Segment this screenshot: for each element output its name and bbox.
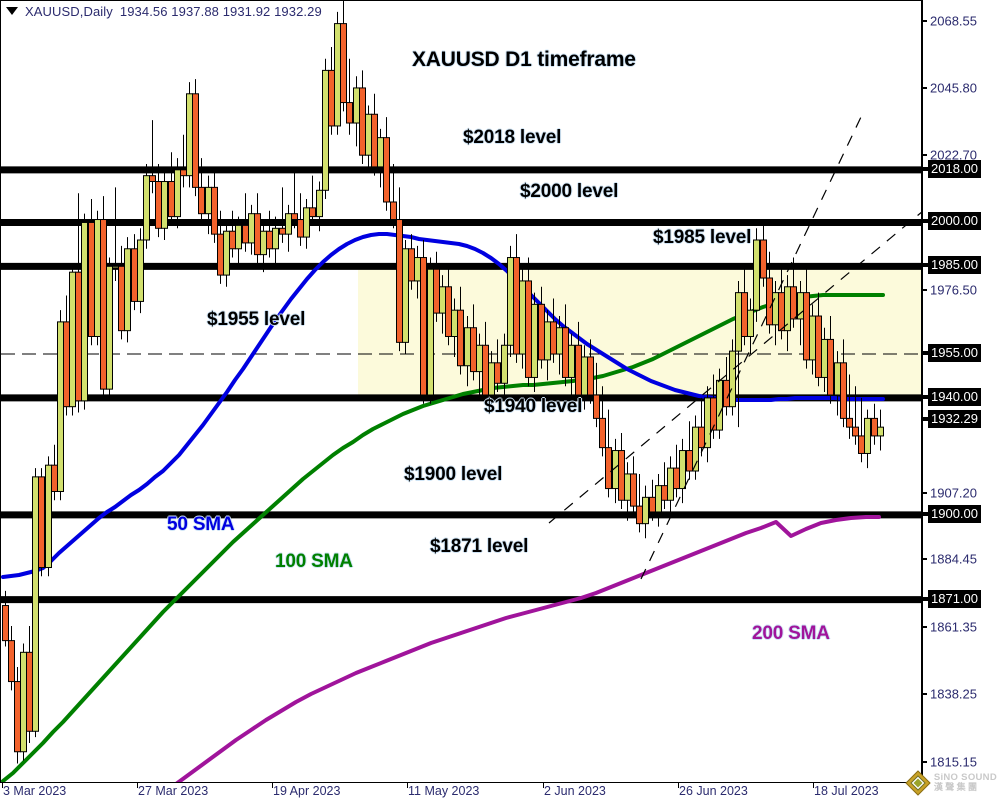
price-axis[interactable]: 2068.55 2045.80 2022.70 2018.00 2000.00 1985.… (922, 0, 1000, 783)
time-tick-mark (543, 783, 544, 788)
watermark-logo: SiNO SOUND 漢聲集團 (905, 768, 997, 798)
price-label-2068-55: 2068.55 (930, 13, 977, 29)
price-label-1900-00: 1900.00 (928, 504, 981, 523)
annotation-2000-level: $2000 level (520, 181, 619, 202)
time-label-11-may-2023: 11 May 2023 (408, 784, 480, 798)
time-tick-mark (407, 783, 408, 788)
price-tick-mark (922, 263, 1000, 268)
annotation-1955-level: $1955 level (207, 309, 306, 330)
price-tick-mark (922, 351, 1000, 356)
price-axis-divider (922, 0, 923, 783)
price-tick-mark (922, 154, 1000, 157)
annotation-50-sma: 50 SMA (167, 514, 235, 535)
annotation-xauusd-d1-timeframe: XAUUSD D1 timeframe (412, 48, 636, 71)
annotation-1940-level: $1940 level (484, 396, 583, 417)
chart-canvas (1, 1, 921, 782)
price-tick-mark (922, 491, 1000, 494)
trendline-channel (548, 116, 921, 580)
annotation-1985-level: $1985 level (653, 227, 752, 248)
time-label-3-mar-2023: 3 Mar 2023 (3, 784, 67, 798)
chart-header: XAUUSD,Daily 1934.56 1937.88 1931.92 193… (6, 3, 322, 19)
price-tick-mark (922, 394, 1000, 399)
price-tick-mark (922, 86, 1000, 89)
watermark-line-1: SiNO SOUND (933, 772, 997, 784)
price-label-2022-70: 2022.70 (930, 147, 977, 163)
annotation-200-sma: 200 SMA (752, 623, 830, 644)
annotation-100-sma: 100 SMA (275, 551, 353, 572)
time-label-2-jun-2023: 2 Jun 2023 (544, 784, 606, 798)
price-tick-mark (922, 511, 1000, 516)
time-label-26-jun-2023: 26 Jun 2023 (679, 784, 748, 798)
price-tick-mark (922, 693, 1000, 696)
sma-200-line (175, 515, 881, 782)
time-label-18-jul-2023: 18 Jul 2023 (814, 784, 879, 798)
time-label-27-mar-2023: 27 Mar 2023 (138, 784, 209, 798)
price-label-1815-15: 1815.15 (930, 754, 977, 770)
annotation-1871-level: $1871 level (430, 536, 529, 557)
price-label-1884-45: 1884.45 (930, 551, 977, 567)
caret-down-icon[interactable] (6, 7, 18, 15)
time-tick-mark (678, 783, 679, 788)
price-tick-mark (922, 20, 1000, 22)
price-tick-mark (922, 166, 1000, 171)
time-label-19-apr-2023: 19 Apr 2023 (273, 784, 341, 798)
time-tick-mark (2, 783, 3, 788)
price-label-1976-50: 1976.50 (930, 282, 977, 298)
time-axis: 3 Mar 2023 27 Mar 2023 19 Apr 2023 11 May 2… (0, 783, 922, 800)
price-label-1907-20: 1907.20 (930, 485, 977, 501)
price-label-2018-00: 2018.00 (928, 159, 981, 178)
price-tick-mark (922, 625, 1000, 628)
ohlc-values-label: 1934.56 1937.88 1931.92 1932.29 (119, 3, 322, 19)
sma-50-line (1, 232, 885, 579)
horizontal-level-lines (1, 166, 921, 604)
price-tick-mark (922, 761, 1000, 763)
price-label-1955-00: 1955.00 (928, 344, 981, 363)
price-label-1985-00: 1985.00 (928, 256, 981, 275)
price-label-1932-29: 1932.29 (928, 410, 981, 429)
time-tick-mark (813, 783, 814, 788)
price-tick-mark (922, 558, 1000, 561)
price-label-1940-00: 1940.00 (928, 387, 981, 406)
symbol-period-label: XAUUSD,Daily (25, 3, 113, 19)
time-tick-mark (137, 783, 138, 788)
price-tick-mark (922, 417, 1000, 422)
price-label-1861-35: 1861.35 (930, 619, 977, 635)
price-label-2045-80: 2045.80 (930, 80, 977, 96)
watermark-line-2: 漢聲集團 (933, 782, 980, 793)
price-tick-mark (922, 219, 1000, 224)
price-tick-mark (922, 596, 1000, 601)
time-tick-mark (272, 783, 273, 788)
annotation-1900-level: $1900 level (404, 464, 503, 485)
price-label-2000-00: 2000.00 (928, 212, 981, 231)
price-label-1871-00: 1871.00 (928, 589, 981, 608)
annotation-2018-level: $2018 level (463, 127, 562, 148)
chart-plot-area[interactable] (0, 0, 922, 783)
diamond-logo-icon (905, 770, 931, 796)
price-tick-mark (922, 289, 1000, 292)
candlestick-series (2, 1, 884, 764)
price-label-1838-25: 1838.25 (930, 686, 977, 702)
